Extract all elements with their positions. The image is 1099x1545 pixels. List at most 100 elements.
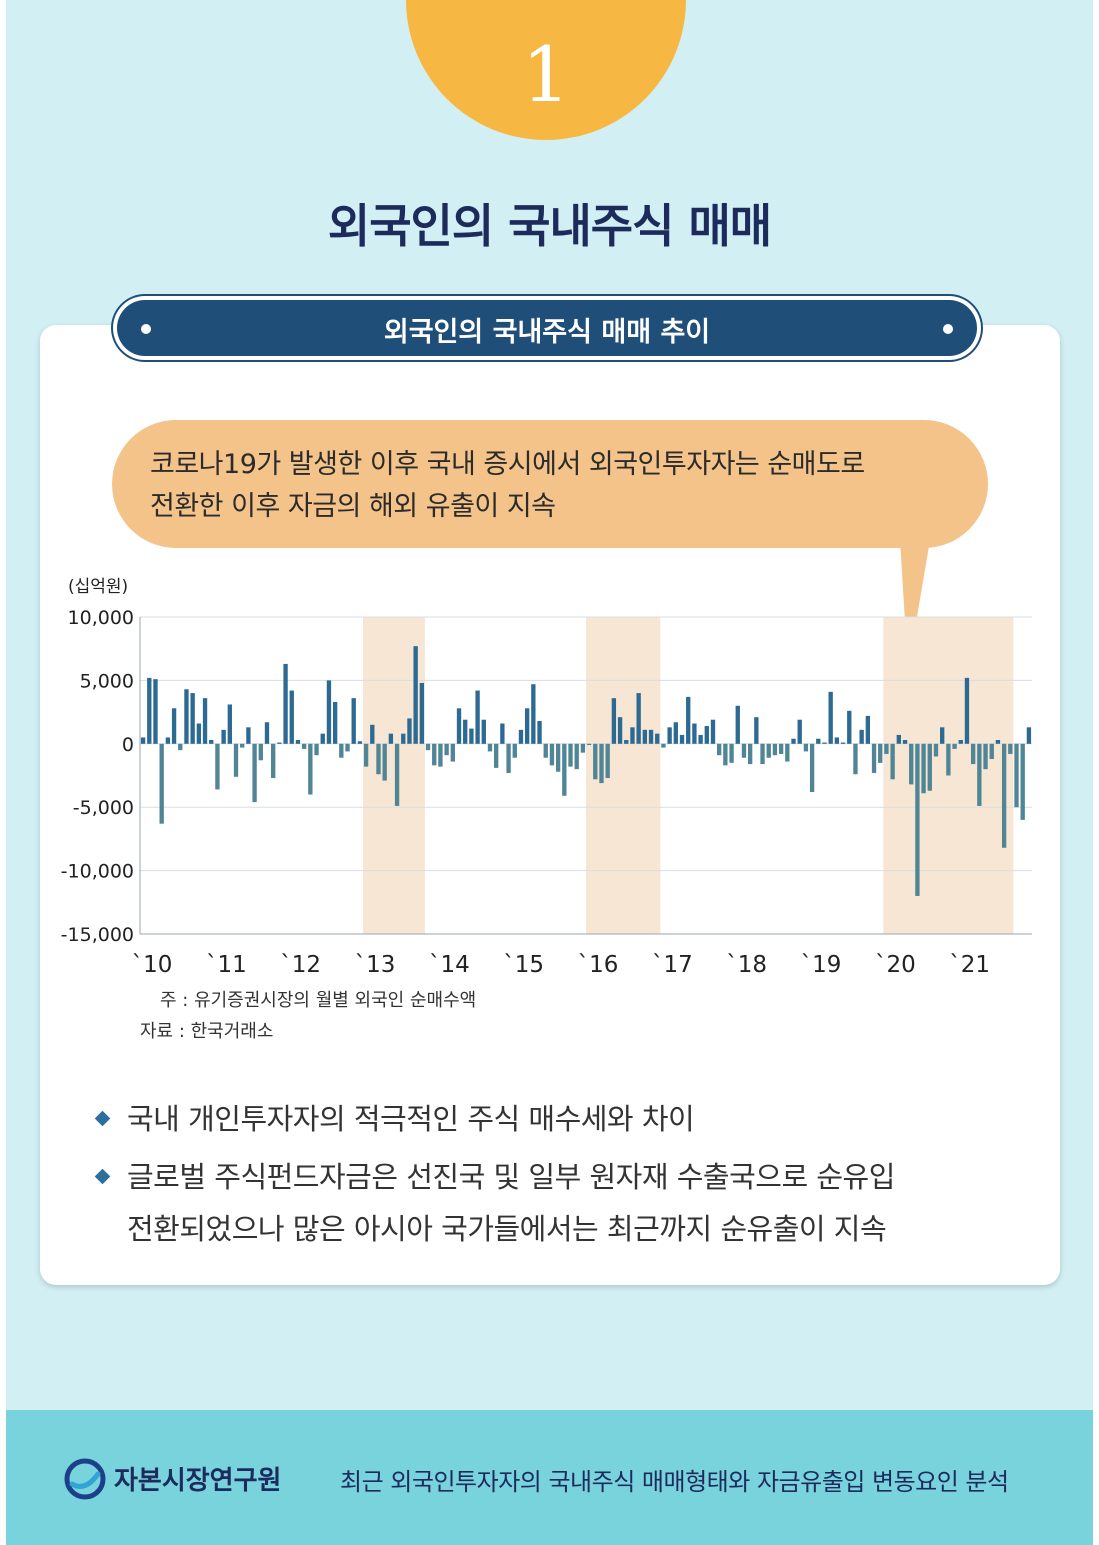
bar bbox=[847, 710, 852, 744]
bar bbox=[159, 743, 164, 824]
bar bbox=[970, 743, 976, 765]
bullet-text: 국내 개인투자자의 적극적인 주식 매수세와 차이 bbox=[127, 1102, 695, 1136]
badge-number: 1 bbox=[521, 30, 571, 119]
bar bbox=[630, 727, 635, 744]
bullet-text-line-2: 전환되었으나 많은 아시아 국가들에서는 최근까지 순유출이 지속 bbox=[127, 1212, 887, 1246]
bar bbox=[599, 743, 604, 784]
bar bbox=[283, 663, 288, 744]
bar bbox=[754, 717, 759, 744]
bar bbox=[822, 742, 827, 744]
x-tick-label: `16 bbox=[578, 952, 619, 978]
bar bbox=[332, 701, 338, 744]
bar bbox=[983, 743, 988, 770]
bar bbox=[394, 743, 400, 806]
bar bbox=[624, 739, 629, 744]
bar bbox=[1008, 743, 1013, 754]
bar bbox=[704, 726, 709, 744]
bar bbox=[717, 743, 722, 756]
bar bbox=[636, 693, 641, 744]
bar bbox=[1020, 743, 1025, 820]
bar bbox=[865, 715, 871, 744]
bar bbox=[673, 722, 678, 744]
bar bbox=[289, 690, 294, 744]
bar bbox=[778, 743, 784, 754]
bar bbox=[964, 677, 970, 744]
bar bbox=[661, 743, 666, 748]
banner-title: 외국인의 국내주식 매매 추이 bbox=[383, 317, 711, 348]
bar bbox=[741, 743, 747, 758]
bar bbox=[190, 693, 195, 744]
x-tick-label: `21 bbox=[949, 952, 990, 978]
bar bbox=[258, 743, 263, 761]
diamond-bullet-icon bbox=[94, 1168, 111, 1185]
bar bbox=[277, 742, 282, 744]
bar bbox=[301, 743, 307, 749]
bar bbox=[890, 743, 895, 780]
bar bbox=[339, 743, 344, 758]
x-tick-label: `17 bbox=[652, 952, 693, 978]
x-tick-label: `12 bbox=[280, 952, 321, 978]
bar bbox=[915, 743, 920, 896]
bar bbox=[580, 743, 586, 753]
x-tick-label: `18 bbox=[726, 952, 767, 978]
bar bbox=[772, 743, 778, 756]
bullet-text-line-1: 글로벌 주식펀드자금은 선진국 및 일부 원자재 수출국으로 순유입 bbox=[127, 1160, 895, 1194]
bar bbox=[469, 728, 474, 744]
bar bbox=[196, 723, 202, 744]
bar bbox=[314, 743, 319, 756]
bar bbox=[729, 743, 734, 763]
bar bbox=[902, 739, 908, 744]
banner-dot-right bbox=[943, 324, 953, 334]
bar bbox=[246, 727, 251, 744]
bar bbox=[494, 743, 499, 768]
bar bbox=[1026, 727, 1032, 744]
bar bbox=[215, 743, 220, 790]
bar bbox=[351, 698, 356, 744]
y-tick-label: -10,000 bbox=[61, 861, 134, 883]
bar bbox=[828, 691, 833, 744]
bar bbox=[921, 743, 926, 794]
bar bbox=[568, 743, 573, 767]
bar bbox=[370, 724, 375, 744]
bar bbox=[165, 737, 171, 744]
highlight-band bbox=[586, 617, 661, 934]
bar bbox=[933, 743, 939, 757]
bar bbox=[871, 743, 877, 773]
bar bbox=[401, 733, 406, 744]
bar bbox=[909, 743, 914, 785]
bar bbox=[252, 743, 257, 803]
bar bbox=[952, 743, 957, 749]
y-tick-label: 5,000 bbox=[80, 670, 134, 692]
bar bbox=[463, 719, 468, 744]
bar bbox=[382, 743, 387, 781]
kcmi-logo-icon bbox=[64, 1458, 106, 1500]
bar bbox=[648, 729, 654, 744]
bar bbox=[345, 743, 350, 752]
bar bbox=[456, 708, 462, 744]
bar bbox=[184, 689, 189, 744]
callout-text: 코로나19가 발생한 이후 국내 증시에서 외국인투자자는 순매도로 전환한 이… bbox=[150, 444, 950, 528]
bar bbox=[958, 739, 963, 744]
chart-banner: 외국인의 국내주식 매매 추이 bbox=[117, 300, 977, 356]
bar bbox=[593, 743, 598, 780]
footer-bar bbox=[6, 1410, 1093, 1545]
bar bbox=[809, 743, 815, 792]
source-line: 자료 : 한국거래소 bbox=[140, 1021, 274, 1042]
bar bbox=[977, 743, 982, 806]
bullet-item: 글로벌 주식펀드자금은 선진국 및 일부 원자재 수출국으로 순유입 전환되었으… bbox=[93, 1151, 993, 1255]
bar bbox=[500, 723, 505, 744]
bar bbox=[723, 743, 728, 766]
y-unit-label: (십억원) bbox=[68, 577, 128, 597]
bar bbox=[1014, 743, 1019, 808]
bar bbox=[896, 734, 901, 744]
bar bbox=[531, 684, 536, 744]
bar bbox=[617, 717, 623, 744]
x-tick-label: `13 bbox=[355, 952, 396, 978]
bar bbox=[357, 741, 363, 744]
x-tick-label: `15 bbox=[503, 952, 544, 978]
bar bbox=[1001, 743, 1007, 848]
bar bbox=[376, 743, 381, 775]
bar bbox=[760, 743, 765, 765]
banner-dot-left bbox=[141, 324, 151, 334]
bar bbox=[574, 743, 579, 770]
